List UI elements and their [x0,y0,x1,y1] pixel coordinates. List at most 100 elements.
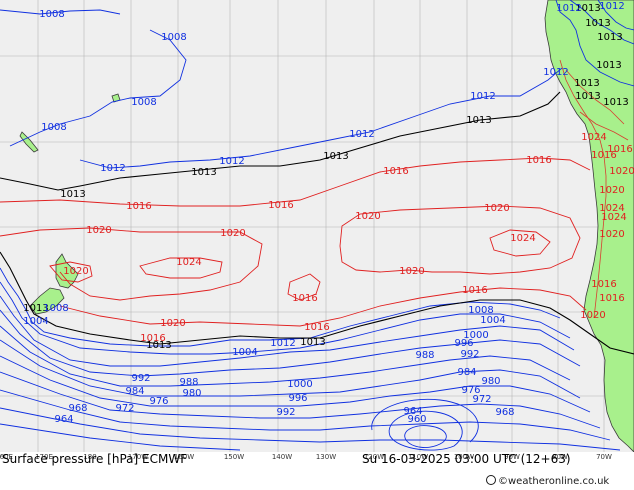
isobar-labels: 1008100810081008101210121012101210131013… [23,1,634,425]
longitude-tick: 130W [316,453,336,461]
isobar-label: 1013 [596,60,621,71]
new-caledonia [19,131,39,153]
isobar-label: 1013 [603,97,628,108]
credit-text: ©weatheronline.co.uk [498,476,610,487]
isobar-label: 1013 [323,151,348,162]
isobar-label: 984 [457,367,476,378]
isobar-label: 1012 [556,3,581,14]
isobar-label: 976 [149,396,168,407]
isobar-label: 1013 [191,167,216,178]
isobar-label: 1013 [466,115,491,126]
isobar-label: 984 [125,386,144,397]
isobar-label: 1012 [219,156,244,167]
isobar-label: 1012 [349,129,374,140]
isobar-label: 992 [276,407,295,418]
longitude-tick: 180 [83,453,96,461]
isobar-label: 1000 [287,379,312,390]
isobar-label: 1016 [526,155,551,166]
isobar-label: 1008 [39,9,64,20]
isobar-label: 996 [454,338,473,349]
isobar-label: 988 [179,377,198,388]
isobar-label: 1016 [383,166,408,177]
isobar-label: 972 [472,394,491,405]
longitude-tick: 80W [552,453,568,461]
isobar-label: 1020 [399,266,424,277]
isobar-label: 1013 [574,78,599,89]
isobar-label: 968 [495,407,514,418]
isobar-label: 996 [288,393,307,404]
isobar-label: 1016 [140,333,165,344]
isobar-label: 1013 [146,340,171,351]
isobar-label: 1024 [601,212,626,223]
isobar-label: 1016 [126,201,151,212]
isobar-label: 988 [415,350,434,361]
south-america [544,0,634,453]
isobar-label: 1020 [609,166,634,177]
longitude-tick: 170E [35,453,53,461]
isobar-label: 1004 [480,315,505,326]
isobar-label: 1008 [161,32,186,43]
isobar-label: 1016 [304,322,329,333]
new-zealand-south [29,287,65,315]
isobar-label: 1016 [591,150,616,161]
isobar-label: 1008 [131,97,156,108]
isobar-label: 1020 [580,310,605,321]
grid-lines [0,0,634,452]
isobar-label: 980 [182,388,201,399]
longitude-tick: 120W [364,453,384,461]
isobar-label: 1020 [160,318,185,329]
isobar-label: 992 [460,349,479,360]
ref-isobars-1013 [0,91,634,355]
isobar-label: 1004 [23,316,48,327]
isobar-label: 1016 [462,285,487,296]
ocean [0,0,634,452]
footer-background [0,452,634,490]
longitude-tick: 100W [454,453,474,461]
isobar-label: 1016 [292,293,317,304]
isobar-label: 1012 [270,338,295,349]
site-credit[interactable]: ©weatheronline.co.uk [486,475,609,487]
isobar-label: 1016 [607,144,632,155]
isobar-label: 1013 [23,303,48,314]
isobar-label: 1020 [86,225,111,236]
isobar-label: 1016 [599,293,624,304]
isobar-label: 980 [481,376,500,387]
isobar-label: 972 [115,403,134,414]
isobar-label: 960 [407,414,426,425]
longitude-tick: 140W [272,453,292,461]
isobar-label: 1020 [63,266,88,277]
isobar-label: 1020 [599,185,624,196]
longitude-tick: 90W [504,453,520,461]
isobar-label: 1016 [268,200,293,211]
isobar-label: 1012 [599,1,624,12]
isobar-label: 1013 [60,189,85,200]
blue-land-isobars [555,0,634,87]
isobar-label: 1024 [599,203,624,214]
high-isobars [0,157,591,327]
longitude-tick: 70W [596,453,612,461]
longitude-ticks: 160E 170E 180 170W 160W 150W 140W 130W 120W 110W 1… [0,453,612,461]
isobar-label: 1000 [463,330,488,341]
isobar-label: 1013 [585,18,610,29]
isobar-label: 1020 [355,211,380,222]
isobar-label: 968 [68,403,87,414]
longitude-tick: 160W [174,453,194,461]
isobar-label: 1013 [575,91,600,102]
isobar-label: 1012 [100,163,125,174]
isobar-label: 1008 [41,122,66,133]
isobar-label: 1013 [300,337,325,348]
isobar-label: 1020 [484,203,509,214]
map-title: Surface pressure [hPa] ECMWF [2,452,188,466]
isobar-label: 1020 [599,229,624,240]
red-terrain [559,59,629,319]
isobar-label: 992 [131,373,150,384]
isobar-label: 1024 [581,132,606,143]
isobar-label: 1020 [220,228,245,239]
isobar-label: 1013 [575,3,600,14]
isobar-label: 964 [403,406,422,417]
isobar-label: 1013 [597,32,622,43]
isobar-label: 1016 [591,279,616,290]
longitude-tick: 150W [224,453,244,461]
valid-time: Su 16-03-2025 03:00 UTC (12+63) [362,452,571,466]
